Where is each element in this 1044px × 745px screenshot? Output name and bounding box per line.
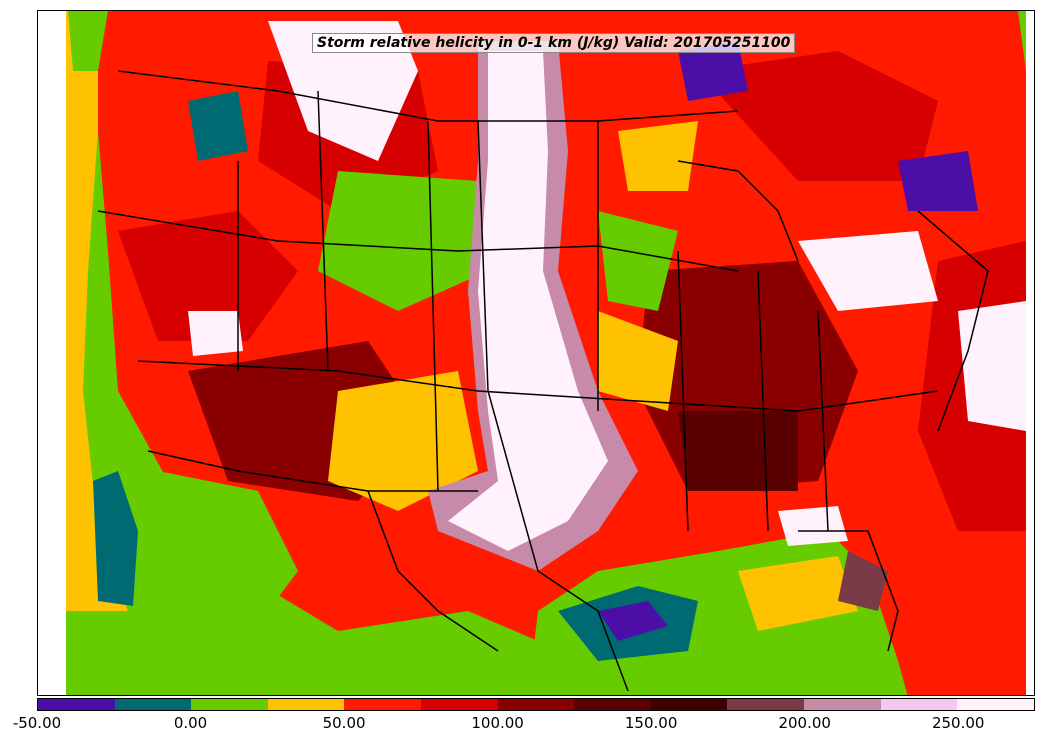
border-line bbox=[97, 210, 739, 272]
border-line bbox=[487, 390, 629, 692]
colorbar-segment bbox=[727, 699, 805, 710]
left-blank-margin bbox=[38, 11, 66, 695]
colorbar-segment bbox=[804, 699, 881, 710]
colorbar-tick-label: 150.00 bbox=[624, 714, 678, 732]
colorbar bbox=[37, 698, 1035, 711]
colorbar-segment bbox=[114, 699, 192, 710]
region-north-purple bbox=[678, 41, 748, 101]
region-nw-teal bbox=[188, 91, 248, 161]
colorbar-tick-label: -50.00 bbox=[12, 714, 62, 732]
region-northwest-green bbox=[68, 11, 108, 71]
colorbar-segment bbox=[191, 699, 268, 710]
colorbar-tick-label: 100.00 bbox=[471, 714, 524, 732]
region-quebec-purple bbox=[898, 151, 978, 211]
region-iowa-green bbox=[598, 211, 678, 311]
border-line bbox=[147, 450, 478, 492]
border-line bbox=[367, 490, 499, 652]
colorbar-segment bbox=[344, 699, 422, 710]
region-tennessee-dark bbox=[678, 411, 798, 491]
colorbar-segment bbox=[650, 699, 728, 710]
border-line bbox=[817, 310, 829, 532]
colorbar-ticks: -50.00 0.00 50.00 100.00 150.00 200.00 250.00 bbox=[0, 714, 1044, 738]
colorbar-tick-label: 0.00 bbox=[173, 714, 208, 732]
border-line bbox=[477, 120, 489, 392]
colorbar-tick-label: 250.00 bbox=[931, 714, 985, 732]
colorbar-tick-label: 50.00 bbox=[322, 714, 366, 732]
region-florida-mauve bbox=[838, 551, 888, 611]
colorbar-segment bbox=[38, 699, 115, 710]
region-jet-white bbox=[448, 51, 608, 551]
map-area: Storm relative helicity in 0-1 km (J/kg)… bbox=[37, 10, 1035, 696]
border-line bbox=[677, 250, 689, 532]
colorbar-segment bbox=[957, 699, 1034, 710]
region-west-coast-yellow bbox=[66, 11, 128, 611]
border-line bbox=[137, 360, 939, 412]
region-great-lakes-darkred bbox=[698, 51, 938, 181]
region-atlantic-white bbox=[958, 301, 1026, 431]
colorbar-tick-label: 200.00 bbox=[778, 714, 831, 732]
region-alabama-white bbox=[778, 506, 848, 546]
map-title: Storm relative helicity in 0-1 km (J/kg)… bbox=[312, 33, 796, 53]
border-line bbox=[117, 70, 739, 122]
region-newmexico-yellow bbox=[328, 371, 478, 511]
colorbar-segment bbox=[880, 699, 958, 710]
border-line bbox=[757, 270, 769, 532]
right-blank-margin bbox=[1026, 11, 1034, 695]
region-montana-white bbox=[268, 21, 418, 161]
region-minnesota-yellow bbox=[618, 121, 698, 191]
border-line bbox=[317, 90, 329, 372]
region-plains-green bbox=[318, 171, 488, 311]
colorbar-segment bbox=[497, 699, 575, 710]
region-nevada-white bbox=[188, 311, 243, 356]
region-gulf-yellow bbox=[738, 556, 858, 631]
border-line bbox=[677, 160, 799, 262]
helicity-map bbox=[38, 11, 1034, 695]
border-line bbox=[917, 210, 989, 432]
colorbar-segment bbox=[267, 699, 345, 710]
region-gulf-purple bbox=[598, 601, 668, 641]
border-line bbox=[427, 120, 439, 492]
region-pacific-teal bbox=[93, 471, 138, 606]
region-baja-green bbox=[148, 471, 298, 651]
region-atlantic-red bbox=[898, 571, 1026, 695]
border-line bbox=[798, 530, 899, 652]
political-borders bbox=[97, 70, 989, 692]
region-missouri-yellow bbox=[598, 311, 678, 411]
colorbar-segment bbox=[421, 699, 498, 710]
region-west-darkred bbox=[118, 211, 298, 341]
colorbar-segment bbox=[574, 699, 651, 710]
region-ontario-white bbox=[798, 231, 938, 311]
